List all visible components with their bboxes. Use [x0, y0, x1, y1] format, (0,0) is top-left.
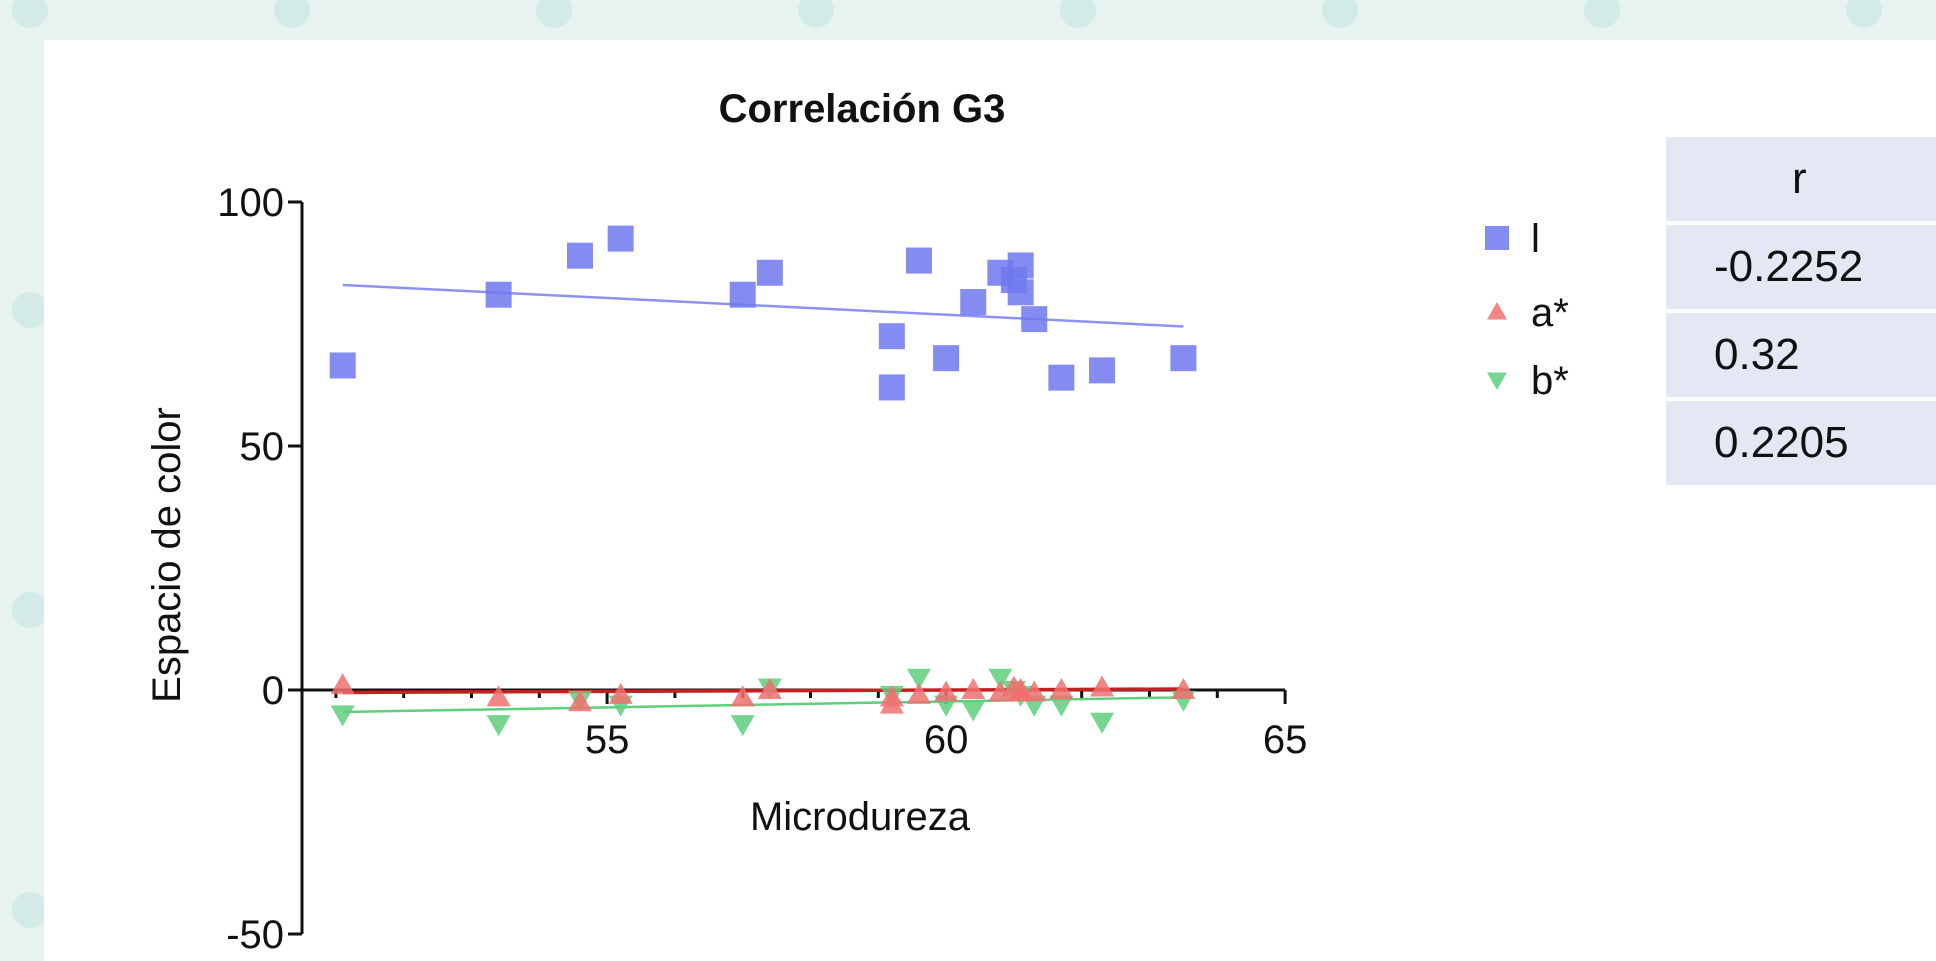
- legend-label: a*: [1531, 291, 1569, 335]
- data-point-l: [756, 259, 783, 286]
- data-point-b: [961, 700, 986, 722]
- y-tick-label: 50: [240, 425, 285, 469]
- background-dot: [536, 0, 572, 28]
- legend-marker-b: [1487, 372, 1507, 390]
- background-dot: [1584, 0, 1620, 28]
- axes: 55 60 65 100 50 0 -50: [217, 181, 1307, 957]
- data-point-a: [1171, 678, 1196, 699]
- background-dot: [12, 592, 48, 628]
- data-point-l: [933, 345, 960, 372]
- data-point-l: [566, 242, 593, 269]
- r-value-a: 0.32: [1666, 313, 1936, 397]
- table-row: 0.32: [1666, 313, 1936, 397]
- data-point-a: [730, 685, 755, 707]
- background-dot: [798, 0, 834, 28]
- y-axis-title: Espacio de color: [145, 407, 189, 703]
- data-point-b: [486, 715, 511, 737]
- data-points: [329, 225, 1197, 737]
- data-point-b: [906, 668, 931, 690]
- table-row: -0.2252: [1666, 225, 1936, 309]
- x-tick-label: 60: [924, 718, 969, 762]
- data-point-l: [1007, 252, 1034, 279]
- legend-marker-l: [1485, 226, 1509, 250]
- data-point-l: [1021, 306, 1048, 333]
- r-value-l: -0.2252: [1666, 225, 1936, 309]
- data-point-l: [878, 323, 905, 350]
- data-point-a: [1090, 675, 1115, 697]
- y-tick-label: 100: [217, 181, 284, 225]
- table-header-row: r: [1666, 137, 1936, 221]
- legend: l a* b*: [1485, 217, 1569, 403]
- r-value-b: 0.2205: [1666, 401, 1936, 485]
- data-point-a: [934, 680, 959, 702]
- data-point-l: [1048, 364, 1075, 391]
- legend-label: b*: [1531, 359, 1569, 403]
- data-point-b: [330, 705, 355, 727]
- legend-label: l: [1531, 217, 1540, 261]
- data-point-a: [961, 678, 986, 699]
- data-point-a: [1022, 680, 1047, 702]
- background-dot: [12, 892, 48, 928]
- x-tick-label: 65: [1263, 718, 1308, 762]
- chart-panel: [44, 40, 1936, 961]
- data-point-l: [1089, 357, 1116, 384]
- background-dot: [1322, 0, 1358, 28]
- data-point-a: [486, 685, 511, 707]
- legend-marker-a: [1487, 302, 1507, 320]
- data-point-b: [988, 668, 1013, 690]
- data-point-l: [1007, 279, 1034, 306]
- x-axis-title: Microdureza: [750, 795, 971, 839]
- data-point-a: [879, 692, 904, 714]
- data-point-l: [878, 374, 905, 401]
- data-point-a: [567, 690, 592, 712]
- data-point-l: [905, 247, 932, 274]
- data-point-a: [906, 682, 931, 704]
- data-point-b: [730, 715, 755, 737]
- data-point-a: [330, 673, 355, 695]
- data-point-l: [960, 289, 987, 316]
- data-point-l: [329, 352, 356, 379]
- background-dot: [12, 0, 48, 28]
- background-dot: [1060, 0, 1096, 28]
- data-point-l: [485, 281, 512, 308]
- background-dot: [1846, 0, 1882, 28]
- data-point-l: [1170, 345, 1197, 372]
- table-header-r: r: [1666, 137, 1936, 221]
- data-point-a: [1049, 678, 1074, 699]
- background-dot: [274, 0, 310, 28]
- data-point-l: [607, 225, 634, 252]
- trend-line-l: [342, 283, 1184, 328]
- y-tick-label: 0: [262, 669, 284, 713]
- correlation-table: r -0.2252 0.32 0.2205: [1666, 133, 1936, 489]
- data-point-b: [1090, 712, 1115, 734]
- trend-lines: [342, 283, 1184, 714]
- data-point-l: [729, 281, 756, 308]
- data-point-b: [1049, 695, 1074, 717]
- data-point-a: [757, 678, 782, 699]
- table-row: 0.2205: [1666, 401, 1936, 485]
- data-point-a: [608, 682, 633, 704]
- chart-title: Correlación G3: [719, 87, 1006, 131]
- x-tick-label: 55: [585, 718, 630, 762]
- y-tick-label: -50: [226, 913, 284, 957]
- background-dot: [12, 292, 48, 328]
